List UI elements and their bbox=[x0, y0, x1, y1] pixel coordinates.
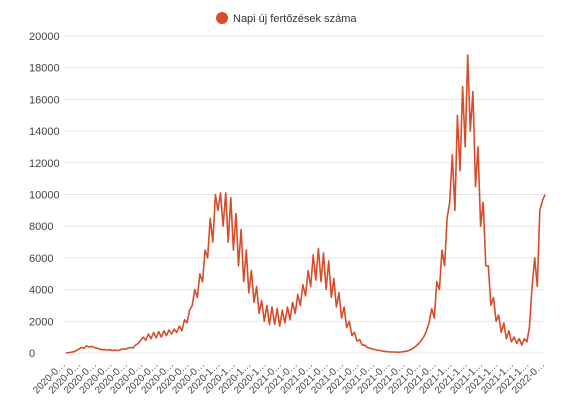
x-axis-tick-labels: 2020-0…2020-0…2020-0…2020-0…2020-0…2020-… bbox=[31, 359, 547, 396]
legend: Napi új fertőzések száma bbox=[216, 12, 357, 25]
y-gridlines bbox=[64, 35, 545, 354]
y-axis-tick-labels: 0 2000 4000 6000 8000 10000 12000 14000 16000 180… bbox=[29, 31, 60, 360]
y-tick-label: 20000 bbox=[29, 31, 60, 43]
legend-label: Napi új fertőzések száma bbox=[233, 13, 357, 25]
y-tick-label: 14000 bbox=[29, 126, 60, 138]
legend-marker bbox=[216, 12, 228, 24]
y-tick-label: 10000 bbox=[29, 190, 60, 202]
y-tick-label: 4000 bbox=[29, 285, 53, 297]
y-tick-label: 8000 bbox=[29, 221, 53, 233]
y-tick-label: 2000 bbox=[29, 316, 53, 328]
y-tick-label: 6000 bbox=[29, 253, 53, 265]
y-tick-label: 0 bbox=[29, 348, 35, 360]
y-tick-label: 18000 bbox=[29, 63, 60, 75]
series-line bbox=[65, 54, 546, 354]
y-tick-label: 16000 bbox=[29, 94, 60, 106]
y-tick-label: 12000 bbox=[29, 158, 60, 170]
